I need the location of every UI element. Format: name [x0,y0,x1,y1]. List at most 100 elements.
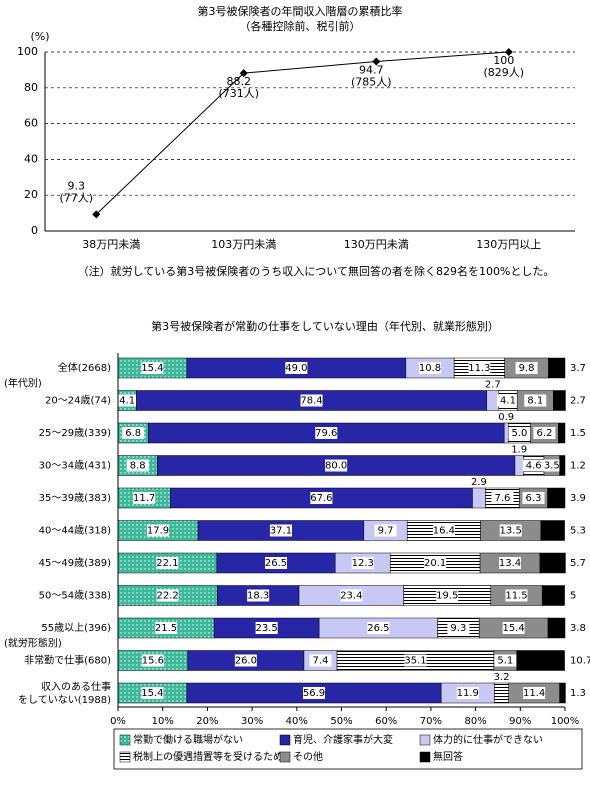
bar-segment [547,487,566,509]
bar-segment [514,455,524,476]
data-label: 8.8 [130,461,146,472]
label-bg [351,557,374,569]
x-tick-label: 30% [241,716,263,727]
label-bg [340,589,363,602]
label-bg [499,524,522,537]
label-bg [141,362,164,374]
x-tick-label: 80% [464,716,486,727]
data-label: 11.5 [505,591,527,602]
data-label: 0.9 [498,412,514,423]
data-label: 100 [493,54,514,67]
data-label: 3.7 [570,363,586,374]
label-bg [310,492,333,504]
data-label: 11.4 [523,688,545,699]
label-bg [265,557,288,569]
x-tick-label: 130万円以上 [476,238,541,251]
label-bg [502,622,525,634]
y-tick-label: 20 [24,188,38,201]
x-tick-label: 130万円未満 [344,238,409,251]
bar-segment [558,422,566,444]
label-bg [533,427,556,439]
data-label: 1.2 [570,461,586,472]
data-label: 9.8 [519,363,535,374]
data-label: 26.0 [235,656,257,667]
label-bg [419,362,442,374]
data-label: 1.9 [511,445,527,456]
bar-segment [540,520,565,541]
label-bg [447,622,470,634]
data-label: 5.1 [497,656,513,667]
point [372,57,381,66]
data-label: 3.2 [494,672,510,683]
y-tick-label: 100 [17,45,38,58]
data-label: 37.1 [270,526,292,537]
y-tick-label: 20～24歳(74) [45,395,111,407]
label-bg [505,589,528,602]
label-bg [126,459,149,472]
label-bg [300,394,323,407]
data-label: 1.3 [570,688,586,699]
note: （注）就労している第3号被保険者のうち収入について無回答の者を除く829名を10… [78,264,555,278]
point-note: (731人) [218,87,259,100]
x-tick-label: 38万円未満 [82,238,140,251]
bar-segment [559,455,566,476]
data-label: 2.7 [570,396,586,407]
bar-segment [548,357,566,379]
x-tick-label: 103万円未満 [211,238,276,251]
data-label: 79.6 [315,428,337,439]
data-label: 9.3 [68,179,86,192]
label-bg [133,492,156,504]
data-label: 88.2 [227,75,252,88]
y-tick-label: 40 [24,152,38,165]
label-bg [508,427,531,439]
bar-segment [516,650,565,671]
y-tick-label: 35～39歳(383) [39,492,111,504]
data-label: 5 [570,591,576,602]
label-bg [155,622,178,634]
data-label: 5.3 [570,526,586,537]
label-bg [147,524,170,537]
data-label: 15.6 [142,656,164,667]
data-label: 6.3 [526,493,542,504]
label-bg [436,589,459,602]
bar-segment [539,552,566,574]
legend-label: 育児、介護家事が大変 [293,733,393,746]
data-label: 80.0 [325,461,347,472]
chart-title: 第3号被保険者が常勤の仕事をしていない理由（年代別、就業形態別） [151,319,499,333]
data-label: 10.7 [570,656,590,667]
x-tick-label: 60% [375,716,397,727]
data-label: 7.4 [313,656,329,667]
data-label: 13.5 [500,526,522,537]
y-tick-label: 80 [24,81,38,94]
data-label: 23.5 [255,623,277,634]
label-bg [523,687,546,699]
data-label: 67.6 [310,493,332,504]
legend-box [113,728,583,770]
x-tick-label: 0% [110,716,126,727]
point-note: (829人) [483,66,524,79]
data-label: 4.1 [119,396,135,407]
label-bg [524,394,547,407]
label-bg [141,654,164,667]
label-bg [374,524,397,537]
label-bg [497,394,520,407]
label-bg [325,459,348,472]
label-bg [303,687,326,699]
legend-swatch [419,751,431,763]
data-label: 9.7 [378,526,394,537]
x-tick-label: 40% [286,716,308,727]
label-bg [234,654,257,667]
data-label: 12.3 [352,558,374,569]
label-bg [515,362,538,374]
bar-segment [503,422,509,444]
data-label: 56.9 [303,688,325,699]
data-label: 8.1 [527,396,543,407]
bar-segment [541,585,565,606]
legend-swatch [279,734,291,746]
label-bg [522,459,545,472]
data-label: 15.4 [502,623,524,634]
legend-label: 常勤で働ける職場がない [133,733,243,746]
legend-swatch [419,734,431,746]
data-label: 6.8 [125,428,141,439]
data-label: 4.6 [526,461,542,472]
